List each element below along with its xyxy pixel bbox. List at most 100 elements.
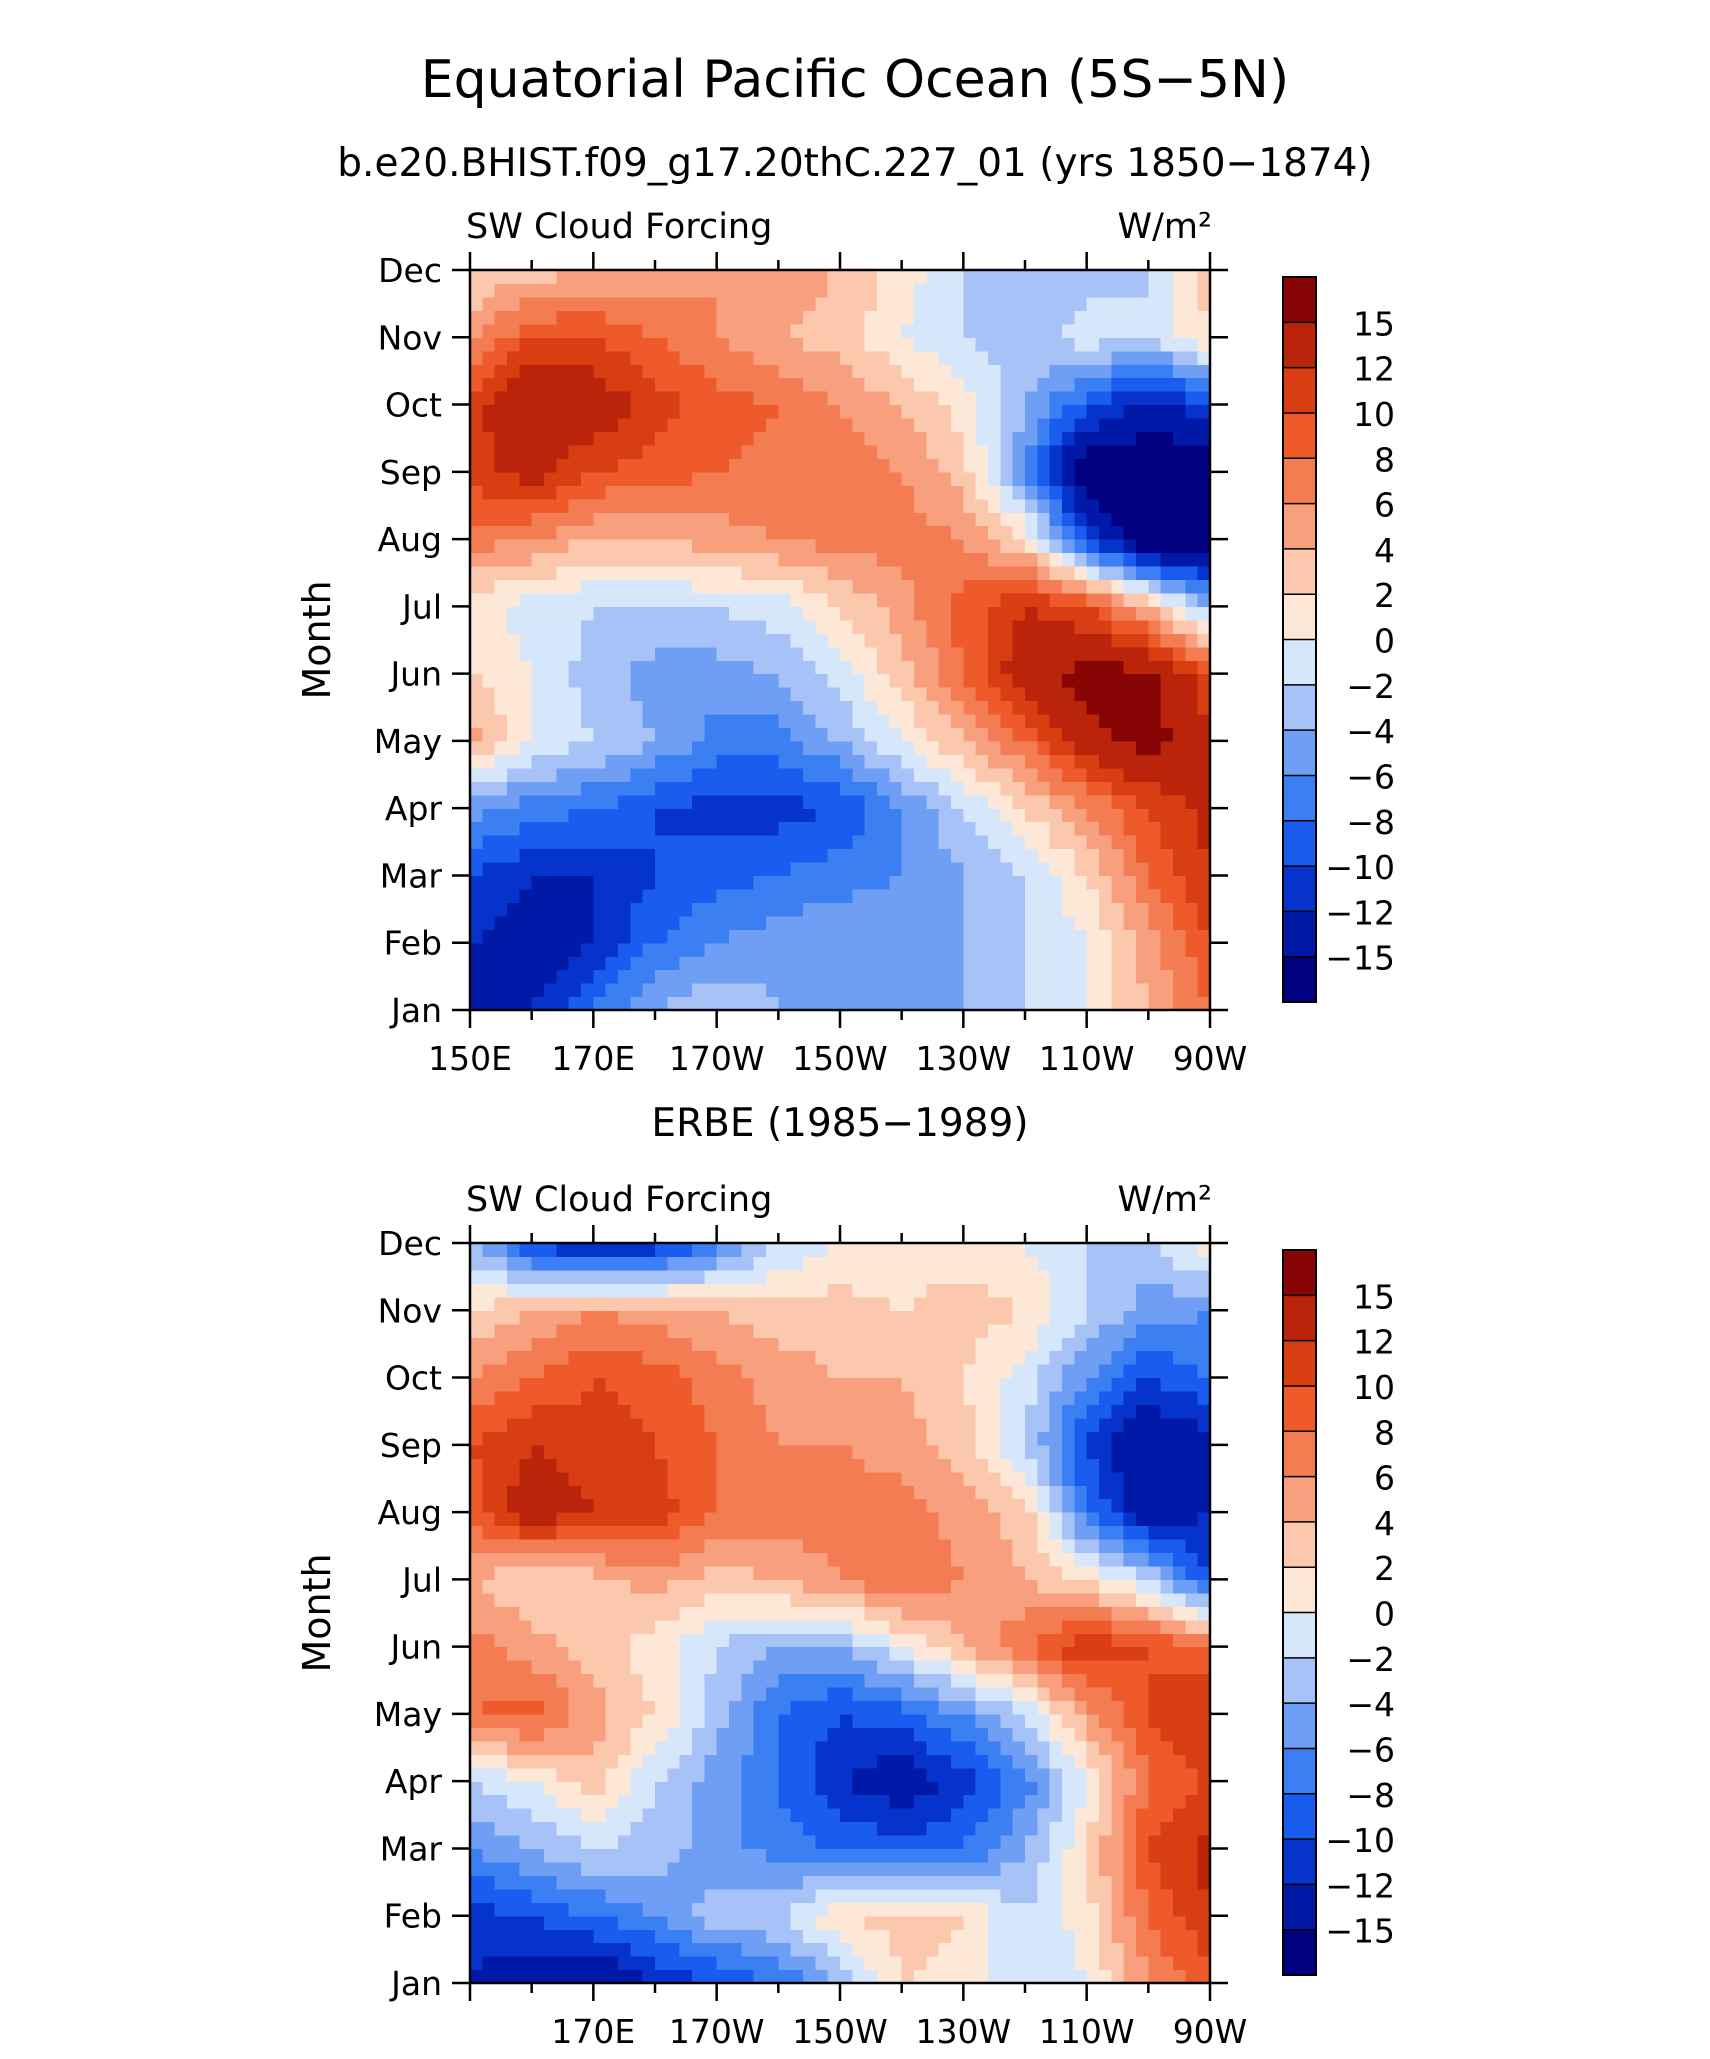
heatmap-cell bbox=[926, 444, 940, 459]
heatmap-cell bbox=[914, 942, 927, 957]
heatmap-cell bbox=[692, 471, 705, 486]
heatmap-cell bbox=[581, 1861, 594, 1876]
heatmap-cell bbox=[568, 364, 582, 379]
heatmap-cell bbox=[753, 1727, 767, 1742]
heatmap-cell bbox=[790, 552, 804, 567]
heatmap-cell bbox=[1037, 566, 1051, 581]
heatmap-cell bbox=[605, 296, 619, 311]
heatmap-cell bbox=[1099, 512, 1112, 527]
heatmap-cell bbox=[581, 619, 594, 634]
heatmap-cell bbox=[1086, 418, 1100, 433]
heatmap-cell bbox=[803, 1713, 816, 1728]
heatmap-cell bbox=[630, 458, 644, 473]
heatmap-cell bbox=[605, 754, 619, 769]
heatmap-cell bbox=[1025, 1754, 1038, 1769]
colorbar-label: −10 bbox=[1325, 848, 1395, 887]
heatmap-cell bbox=[975, 566, 989, 581]
heatmap-cell bbox=[704, 592, 718, 607]
heatmap-cell bbox=[1160, 485, 1174, 500]
heatmap-cell bbox=[1012, 498, 1026, 513]
heatmap-cell bbox=[840, 471, 853, 486]
heatmap-cell bbox=[803, 1660, 816, 1675]
heatmap-cell bbox=[840, 337, 853, 352]
heatmap-cell bbox=[470, 350, 483, 365]
heatmap-cell bbox=[951, 969, 964, 984]
heatmap-cell bbox=[556, 1888, 570, 1903]
heatmap-cell bbox=[519, 835, 533, 850]
heatmap-cell bbox=[1049, 1700, 1063, 1715]
heatmap-cell bbox=[864, 929, 878, 944]
heatmap-cell bbox=[1197, 1673, 1211, 1688]
heatmap-cell bbox=[605, 1754, 619, 1769]
heatmap-cell bbox=[864, 1915, 878, 1930]
heatmap-cell bbox=[938, 1808, 952, 1823]
heatmap-cell bbox=[963, 592, 977, 607]
heatmap-cell bbox=[1074, 1902, 1088, 1917]
heatmap-cell bbox=[692, 942, 705, 957]
heatmap-cell bbox=[507, 431, 520, 446]
heatmap-cell bbox=[1123, 404, 1137, 419]
heatmap-cell bbox=[914, 1956, 927, 1971]
heatmap-cell bbox=[568, 1700, 582, 1715]
heatmap-cell bbox=[877, 969, 890, 984]
heatmap-cell bbox=[815, 1700, 829, 1715]
heatmap-cell bbox=[716, 1915, 730, 1930]
heatmap-cell bbox=[531, 1929, 545, 1944]
heatmap-cell bbox=[938, 687, 952, 702]
heatmap-cell bbox=[716, 296, 730, 311]
heatmap-cell bbox=[630, 1915, 644, 1930]
heatmap-cell bbox=[988, 1727, 1001, 1742]
heatmap-cell bbox=[1049, 1848, 1063, 1863]
heatmap-cell bbox=[889, 592, 903, 607]
heatmap-cell bbox=[1160, 539, 1174, 554]
heatmap-cell bbox=[1049, 687, 1063, 702]
heatmap-cell bbox=[914, 1727, 927, 1742]
heatmap-cell bbox=[753, 956, 767, 971]
heatmap-cell bbox=[951, 1861, 964, 1876]
heatmap-cell bbox=[1160, 714, 1174, 729]
heatmap-cell bbox=[507, 1915, 520, 1930]
heatmap-cell bbox=[544, 983, 557, 998]
heatmap-cell bbox=[778, 956, 792, 971]
heatmap-cell bbox=[568, 1969, 582, 1984]
heatmap-cell bbox=[901, 1821, 915, 1836]
heatmap-cell bbox=[593, 1646, 607, 1661]
heatmap-cell bbox=[494, 969, 508, 984]
heatmap-cell bbox=[618, 727, 631, 742]
heatmap-cell bbox=[1136, 404, 1149, 419]
heatmap-cell bbox=[901, 673, 915, 688]
heatmap-cell bbox=[1086, 794, 1100, 809]
heatmap-cell bbox=[889, 323, 903, 338]
heatmap-cell bbox=[815, 1781, 829, 1796]
heatmap-cell bbox=[556, 888, 570, 903]
heatmap-cell bbox=[1074, 1915, 1088, 1930]
heatmap-cell bbox=[1099, 498, 1112, 513]
heatmap-cell bbox=[1000, 1888, 1014, 1903]
heatmap-cell bbox=[914, 431, 927, 446]
heatmap-cell bbox=[975, 296, 989, 311]
heatmap-cell bbox=[1025, 1727, 1038, 1742]
heatmap-cell bbox=[494, 1579, 508, 1594]
heatmap-cell bbox=[655, 875, 668, 890]
colorbar-label: 8 bbox=[1374, 440, 1395, 479]
heatmap-cell bbox=[692, 525, 705, 540]
heatmap-cell bbox=[877, 862, 890, 877]
heatmap-cell bbox=[1148, 942, 1162, 957]
heatmap-cell bbox=[827, 283, 841, 298]
heatmap-cell bbox=[482, 1673, 496, 1688]
heatmap-cell bbox=[803, 821, 816, 836]
heatmap-cell bbox=[581, 525, 594, 540]
heatmap-cell bbox=[692, 377, 705, 392]
heatmap-cell bbox=[1049, 283, 1063, 298]
heatmap-cell bbox=[1025, 740, 1038, 755]
heatmap-cell bbox=[778, 862, 792, 877]
heatmap-cell bbox=[716, 821, 730, 836]
heatmap-cell bbox=[914, 700, 927, 715]
heatmap-cell bbox=[926, 270, 940, 285]
heatmap-cell bbox=[692, 566, 705, 581]
heatmap-cell bbox=[1185, 862, 1199, 877]
heatmap-cell bbox=[1086, 821, 1100, 836]
heatmap-cell bbox=[852, 660, 866, 675]
heatmap-cell bbox=[1000, 270, 1014, 285]
heatmap-cell bbox=[926, 1929, 940, 1944]
